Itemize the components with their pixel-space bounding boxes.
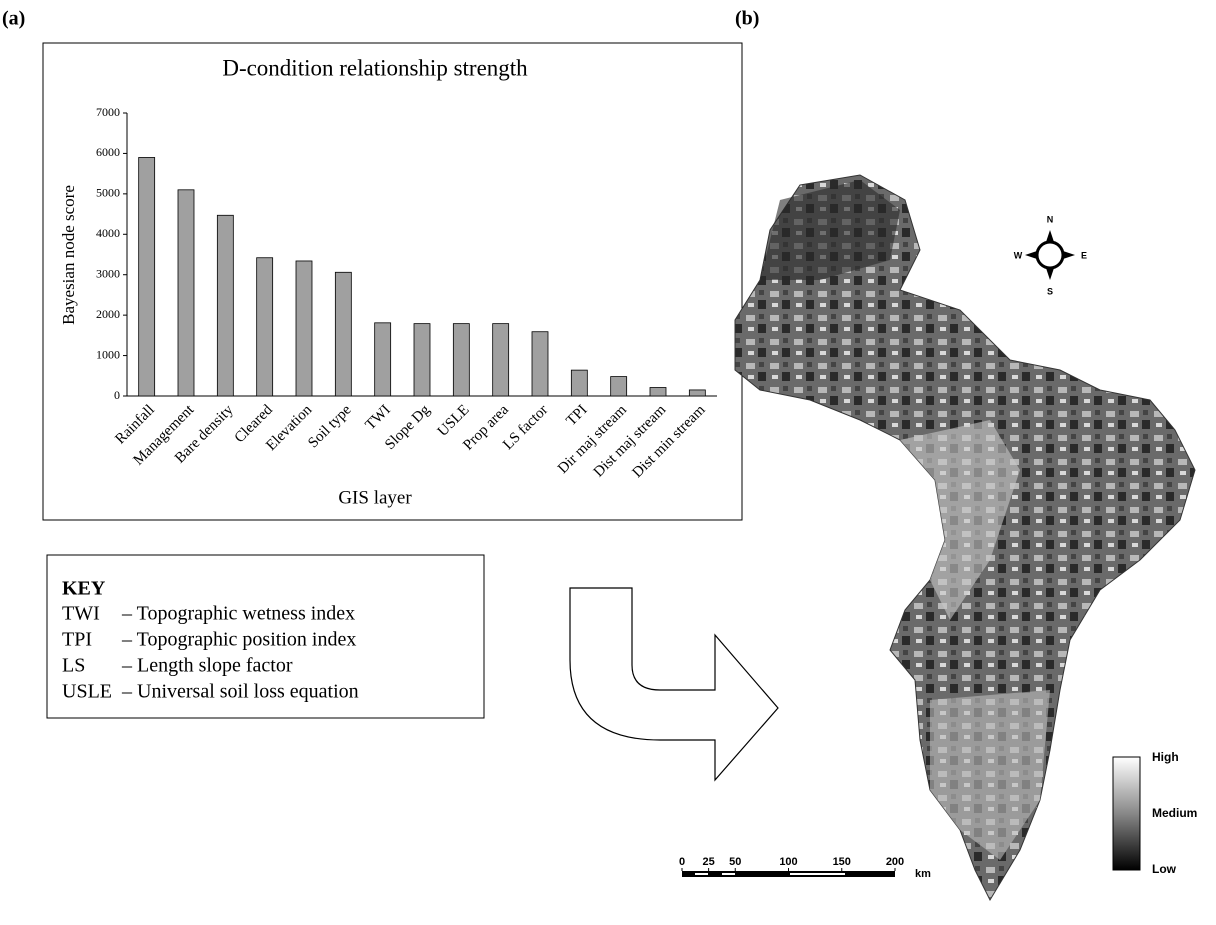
arrow: [570, 588, 778, 780]
x-axis-label: GIS layer: [338, 487, 412, 508]
y-tick-label: 4000: [96, 226, 120, 240]
bar: [296, 261, 312, 396]
figure: (a) (b) D-condition relationship strengt…: [0, 0, 1216, 925]
bar: [493, 324, 509, 396]
bar: [257, 258, 273, 396]
scale-unit: km: [915, 868, 931, 880]
compass: [1025, 230, 1075, 280]
x-tick-label: TWI: [363, 402, 394, 433]
compass-label: N: [1047, 214, 1054, 224]
legend-bar: [1113, 757, 1140, 870]
bar: [453, 324, 469, 396]
bar: [375, 323, 391, 396]
bar: [217, 215, 233, 396]
compass-label: E: [1081, 250, 1087, 260]
bar: [139, 157, 155, 396]
key-text: – Topographic position index: [121, 629, 356, 651]
compass-label: W: [1014, 250, 1023, 260]
bar: [611, 377, 627, 396]
scale-tick-label: 50: [729, 856, 741, 868]
x-tick-label: Dir maj stream: [555, 402, 630, 477]
scale-tick-label: 25: [703, 856, 715, 868]
key-abbr: TWI: [62, 603, 100, 625]
y-tick-label: 5000: [96, 186, 120, 200]
bar: [335, 272, 351, 396]
panel-label: (a): [2, 8, 25, 30]
bar: [571, 370, 587, 396]
legend-label: Medium: [1152, 806, 1197, 820]
y-tick-label: 2000: [96, 307, 120, 321]
scale-tick-label: 200: [886, 856, 904, 868]
y-tick-label: 0: [114, 388, 120, 402]
bar: [178, 190, 194, 396]
bar: [689, 390, 705, 396]
key-title: KEY: [62, 578, 106, 600]
key-text: – Topographic wetness index: [121, 603, 355, 625]
key-abbr: TPI: [62, 629, 92, 651]
x-tick-label: USLE: [435, 402, 473, 440]
map-light-area: [930, 690, 1050, 860]
y-tick-label: 1000: [96, 347, 120, 361]
x-tick-label: Soil type: [305, 402, 355, 452]
key-text: – Length slope factor: [121, 655, 293, 677]
key-abbr: USLE: [62, 681, 112, 703]
x-tick-label: TPI: [563, 402, 590, 429]
chart-title: D-condition relationship strength: [222, 55, 528, 80]
scale-tick-label: 100: [779, 856, 797, 868]
x-tick-label: Dist min stream: [630, 402, 709, 481]
bar: [414, 324, 430, 396]
y-tick-label: 7000: [96, 105, 120, 119]
key-text: – Universal soil loss equation: [121, 681, 359, 703]
scale-ticks: 0 25 50 100 150 200: [679, 856, 904, 871]
bar: [650, 388, 666, 396]
scale-bar: [682, 871, 895, 877]
key-abbr: LS: [62, 655, 85, 677]
y-axis-label: Bayesian node score: [59, 185, 78, 325]
scale-tick-label: 150: [833, 856, 851, 868]
bar: [532, 332, 548, 396]
compass-label: S: [1047, 286, 1053, 296]
legend-label: Low: [1152, 862, 1177, 876]
legend-label: High: [1152, 750, 1179, 764]
scale-tick-label: 0: [679, 856, 685, 868]
panel-label: (b): [735, 8, 759, 30]
y-tick-label: 3000: [96, 266, 120, 280]
y-tick-label: 6000: [96, 145, 120, 159]
